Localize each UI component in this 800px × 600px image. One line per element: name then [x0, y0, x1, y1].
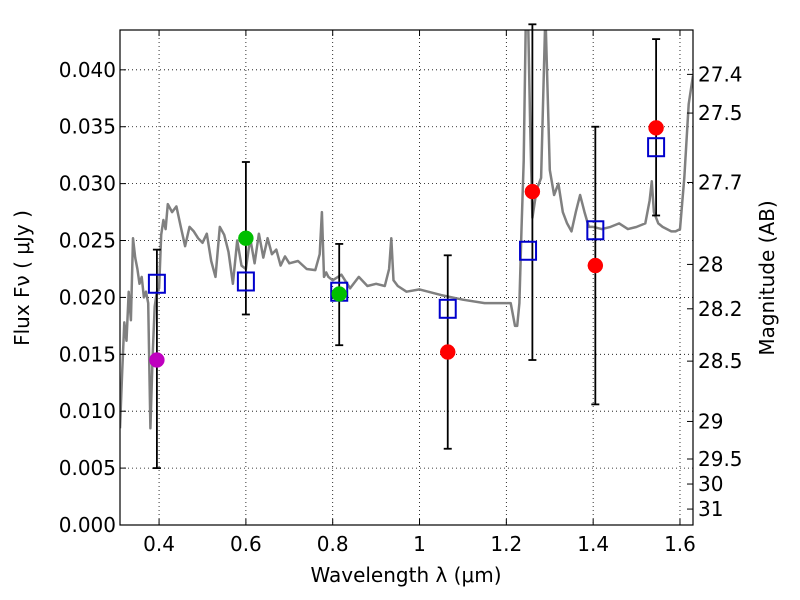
model-points [147, 137, 666, 319]
y2-tick-label: 27.4 [698, 62, 743, 86]
y-tick-label: 0.005 [59, 456, 116, 480]
y-tick-label: 0.000 [59, 513, 116, 537]
model-point-marker [438, 298, 457, 319]
model-point-marker [647, 137, 666, 158]
x-tick-label: 1 [413, 532, 426, 556]
model-point-marker [519, 240, 538, 261]
y2-tick-label: 31 [698, 497, 723, 521]
x-tick-label: 1.2 [490, 532, 522, 556]
observed-point-marker [648, 120, 664, 136]
grid-lines [120, 30, 693, 526]
observed-points [149, 120, 664, 368]
axis-ticks [120, 30, 693, 526]
spectrum-line [120, 30, 693, 430]
y2-tick-label: 27.7 [698, 170, 743, 194]
y2-axis-label: Magnitude (AB) [755, 200, 779, 355]
observed-point-marker [238, 230, 254, 246]
spectrum-layer [120, 30, 693, 430]
x-tick-label: 1.6 [664, 532, 696, 556]
y-tick-label: 0.025 [59, 229, 116, 253]
y-tick-labels: 0.000 0.005 0.010 0.015 0.020 0.025 0.030 0.035… [59, 58, 116, 537]
y-tick-label: 0.020 [59, 285, 116, 309]
observed-point-marker [587, 257, 604, 274]
model-point-marker [586, 220, 605, 241]
y2-tick-label: 27.5 [698, 101, 743, 125]
x-tick-label: 1.4 [577, 532, 609, 556]
x-tick-label: 0.4 [143, 532, 175, 556]
y-tick-label: 0.035 [59, 115, 116, 139]
model-point-marker [147, 273, 166, 294]
model-point-marker [236, 271, 255, 292]
y-tick-label: 0.015 [59, 342, 116, 366]
y2-tick-label: 28.5 [698, 349, 743, 373]
observed-point-marker [331, 286, 347, 302]
observed-point-marker [149, 352, 165, 368]
y2-tick-label: 29 [698, 409, 723, 433]
y2-tick-label: 28.2 [698, 297, 743, 321]
y2-tick-label: 29.5 [698, 447, 743, 471]
x-tick-label: 0.8 [317, 532, 349, 556]
x-tick-labels: 0.4 0.6 0.8 1 1.2 1.4 1.6 [143, 532, 696, 556]
y2-tick-label: 28 [698, 252, 723, 276]
spectrum-clip [120, 30, 693, 430]
y2-tick-label: 30 [698, 472, 723, 496]
y-tick-label: 0.010 [59, 399, 116, 423]
y-axis-label: Flux Fν ( μJy ) [10, 210, 34, 346]
y-tick-label: 0.030 [59, 172, 116, 196]
observed-point-marker [439, 344, 456, 360]
x-tick-label: 0.6 [230, 532, 262, 556]
observed-point-marker [524, 183, 541, 200]
y-tick-label: 0.040 [59, 58, 116, 82]
x-axis-label: Wavelength λ (μm) [310, 563, 501, 587]
plot-frame [119, 29, 694, 526]
